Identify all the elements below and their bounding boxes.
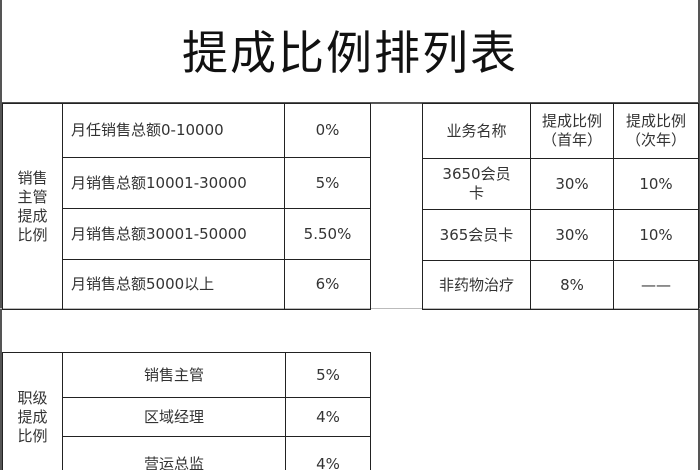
tier-rate-cell: 6% <box>284 259 371 310</box>
table-row: 区域经理 <box>62 397 286 437</box>
second-year-cell: 10% <box>613 158 699 210</box>
sales-supervisor-label: 销售主管提成比例 <box>17 168 48 244</box>
second-year-rate: 10% <box>639 174 673 193</box>
business-name: 365会员卡 <box>439 225 514 244</box>
header-business-name: 业务名称 <box>446 121 507 140</box>
rank-rate-cell: 4% <box>285 397 371 437</box>
first-year-rate: 30% <box>555 225 589 244</box>
tier-rate: 5.50% <box>303 224 352 243</box>
sales-supervisor-label-cell: 销售主管提成比例 <box>2 103 63 310</box>
rank-rate: 5% <box>316 365 340 384</box>
table-row: 月任销售总额0-10000 <box>62 103 285 158</box>
tier-desc: 月销售总额5000以上 <box>71 275 215 293</box>
tier-desc: 月销售总额10001-30000 <box>71 173 247 192</box>
tier-rate-cell: 5.50% <box>284 208 371 260</box>
outer-left-border <box>0 0 2 470</box>
business-name: 非药物治疗 <box>438 275 514 294</box>
second-year-rate: 10% <box>639 225 673 244</box>
table-row: 月销售总额5000以上 <box>62 259 285 310</box>
rank-label-cell: 职级提成比例 <box>2 352 63 470</box>
first-year-cell: 30% <box>530 209 614 261</box>
rank-label: 职级提成比例 <box>17 388 48 445</box>
page-title: 提成比例排列表 <box>182 26 518 80</box>
first-year-cell: 30% <box>530 158 614 210</box>
first-year-rate: 8% <box>560 275 584 294</box>
rank-rate: 4% <box>316 407 340 426</box>
rank-name: 区域经理 <box>143 407 204 426</box>
table-row: 营运总监 <box>62 436 286 470</box>
rank-rate: 4% <box>316 454 340 470</box>
table-row: 销售主管 <box>62 352 286 398</box>
tier-desc: 月销售总额30001-50000 <box>71 224 247 243</box>
business-name: 3650会员卡 <box>442 165 511 202</box>
header-first-year: 提成比例（首年） <box>541 112 602 149</box>
tier-rate-cell: 5% <box>284 157 371 209</box>
table-row: 月销售总额30001-50000 <box>62 208 285 260</box>
rank-name: 销售主管 <box>143 365 204 384</box>
table-row: 365会员卡 <box>422 209 531 261</box>
table-row: 非药物治疗 <box>422 260 531 310</box>
rank-name: 营运总监 <box>143 454 204 470</box>
section-divider <box>0 308 700 309</box>
first-year-rate: 30% <box>555 174 589 193</box>
rank-rate-cell: 4% <box>285 436 371 470</box>
tier-rate: 5% <box>315 173 340 192</box>
table-row: 3650会员卡 <box>422 158 531 210</box>
tier-rate: 6% <box>315 275 340 293</box>
header-cell: 业务名称 <box>422 103 531 159</box>
outer-right-border <box>698 0 700 470</box>
header-cell: 提成比例（首年） <box>530 103 614 159</box>
header-cell: 提成比例（次年） <box>613 103 699 159</box>
rank-rate-cell: 5% <box>285 352 371 398</box>
tier-rate-cell: 0% <box>284 103 371 158</box>
tier-desc: 月任销售总额0-10000 <box>71 121 224 139</box>
first-year-cell: 8% <box>530 260 614 310</box>
table-row: 月销售总额10001-30000 <box>62 157 285 209</box>
second-year-cell: 10% <box>613 209 699 261</box>
tier-rate: 0% <box>315 121 340 139</box>
second-year-rate: —— <box>641 275 671 294</box>
header-second-year: 提成比例（次年） <box>625 112 686 149</box>
second-year-cell: —— <box>613 260 699 310</box>
